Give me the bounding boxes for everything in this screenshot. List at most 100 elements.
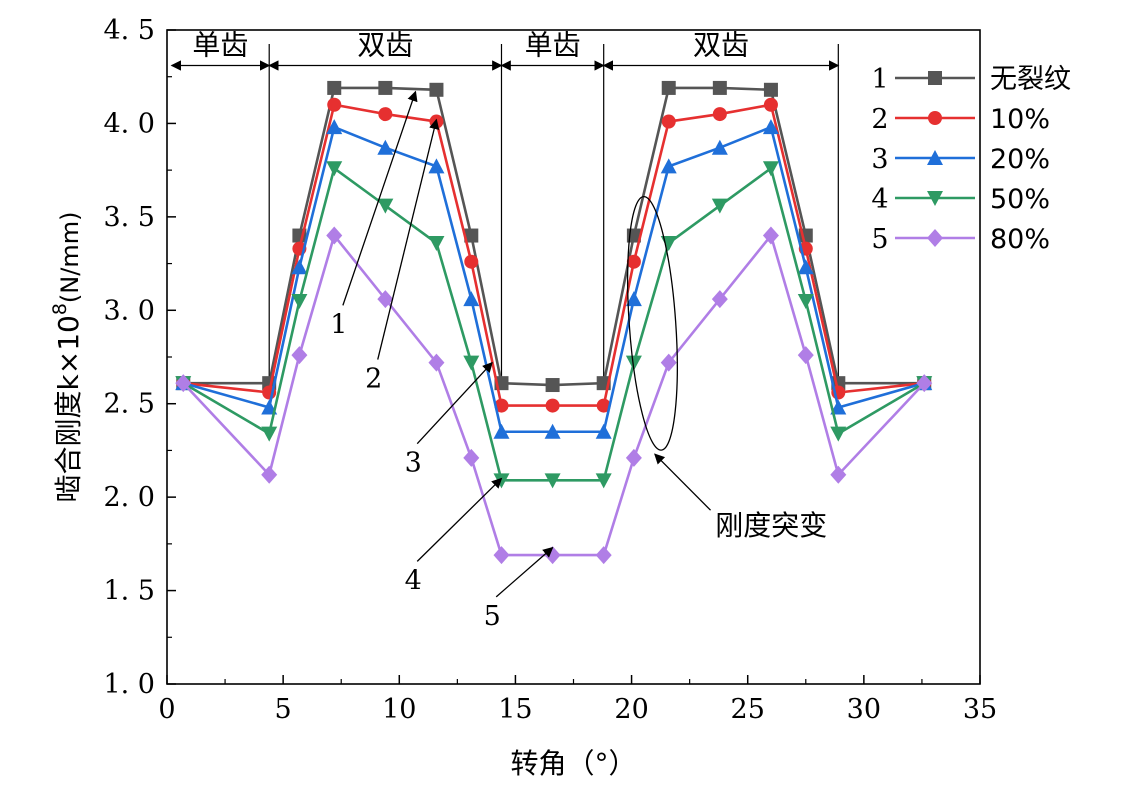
y-tick-label: 1. 0 [103, 669, 155, 700]
curve-label-arrow [342, 90, 418, 306]
curve-label-arrow [416, 477, 503, 562]
curve-label-arrow [377, 118, 440, 360]
data-point [711, 290, 728, 309]
data-point [377, 139, 394, 155]
x-tick-label: 0 [158, 694, 175, 725]
data-point [261, 426, 278, 442]
curve-annotations: 12 3 4 5 刚度突变 [330, 90, 827, 632]
stiffness-change-ellipse [627, 195, 678, 451]
series-5 [175, 226, 933, 565]
data-point [596, 398, 611, 413]
y-tick-label: 1. 5 [103, 576, 155, 607]
region-annotations: 单齿 双齿 单齿 双齿 [170, 28, 840, 386]
data-point [661, 114, 676, 129]
stiffness-change-label: 刚度突变 [715, 509, 827, 542]
x-tick-label: 5 [275, 694, 292, 725]
legend-number: 3 [871, 144, 888, 175]
legend-marker [928, 111, 942, 125]
axes: 0 5 10 15 20 25 30 351. 01. 52. 02. 53. 03. 54.… [49, 15, 997, 780]
y-tick-label: 3. 0 [103, 295, 155, 326]
data-point [595, 546, 612, 565]
data-point [830, 426, 847, 442]
curve-label: 5 [484, 601, 501, 632]
data-point [463, 448, 480, 467]
curve-label-arrow [416, 361, 493, 445]
data-point [327, 97, 342, 112]
data-point [625, 291, 642, 307]
data-point [545, 398, 560, 413]
plot-frame [166, 29, 981, 685]
data-point [291, 259, 308, 275]
legend-number: 5 [871, 224, 888, 255]
legend-marker [928, 71, 942, 85]
data-point [463, 355, 480, 371]
y-tick-label: 3. 5 [103, 202, 155, 233]
data-point [712, 107, 727, 122]
legend: 1 无裂纹 2 10% 3 20% 4 50% 5 80% [871, 64, 1071, 255]
x-tick-label: 20 [614, 694, 648, 725]
data-point [175, 374, 192, 393]
data-point [326, 119, 343, 135]
curve-label: 3 [405, 448, 422, 479]
data-point [595, 423, 612, 439]
data-point [544, 473, 561, 489]
legend-marker [927, 191, 943, 206]
x-tick-label: 35 [963, 694, 997, 725]
legend-number: 4 [871, 184, 888, 215]
data-point [711, 139, 728, 155]
data-point [378, 80, 393, 95]
data-point [429, 82, 444, 97]
x-axis-title: 转角（°） [510, 747, 636, 780]
data-point [830, 399, 847, 415]
series-2 [176, 97, 932, 413]
data-point [626, 254, 641, 269]
data-point [494, 398, 509, 413]
data-point [261, 465, 278, 484]
data-point [763, 82, 778, 97]
curve-label-arrow [495, 546, 554, 598]
curve-label: 2 [365, 364, 382, 395]
legend-number: 2 [871, 104, 888, 135]
data-point [660, 236, 677, 252]
x-tick-label: 25 [731, 694, 765, 725]
region-label: 双齿 [693, 28, 749, 61]
data-point [493, 423, 510, 439]
data-point [428, 236, 445, 252]
legend-number: 1 [871, 64, 888, 95]
legend-item-4: 4 50% [871, 184, 1050, 215]
data-point [712, 80, 727, 95]
data-point [660, 353, 677, 372]
legend-label: 80% [990, 224, 1050, 255]
data-point [625, 355, 642, 371]
data-point [830, 465, 847, 484]
data-point [762, 161, 779, 177]
data-point [763, 97, 778, 112]
data-point [326, 161, 343, 177]
legend-item-3: 3 20% [871, 144, 1050, 175]
data-point [762, 226, 779, 245]
data-point [660, 158, 677, 174]
data-point [291, 346, 308, 365]
legend-label: 无裂纹 [990, 64, 1071, 95]
data-point [797, 259, 814, 275]
data-point [464, 228, 479, 243]
y-tick-label: 2. 0 [103, 482, 155, 513]
data-point [377, 290, 394, 309]
legend-item-1: 1 无裂纹 [871, 64, 1071, 95]
data-point [544, 423, 561, 439]
data-point [762, 119, 779, 135]
data-point [711, 198, 728, 214]
data-point [797, 346, 814, 365]
x-tick-label: 15 [498, 694, 532, 725]
data-point [428, 158, 445, 174]
region-label: 双齿 [357, 28, 413, 61]
data-point [544, 546, 561, 565]
region-label: 单齿 [192, 28, 248, 61]
data-point [797, 293, 814, 309]
data-point [326, 226, 343, 245]
data-point [545, 378, 560, 393]
data-point [464, 254, 479, 269]
legend-label: 50% [990, 184, 1050, 215]
x-tick-label: 10 [382, 694, 416, 725]
data-point [595, 473, 612, 489]
